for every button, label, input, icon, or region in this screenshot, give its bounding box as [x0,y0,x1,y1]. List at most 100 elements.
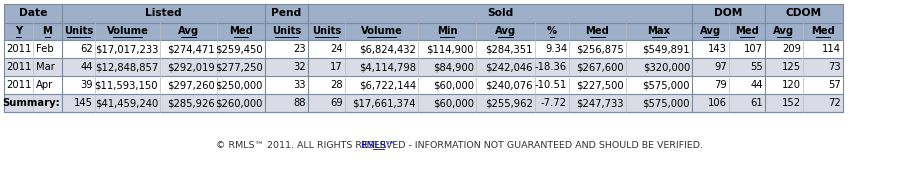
Bar [765,4,843,23]
Text: $60,000: $60,000 [433,80,474,90]
Text: 23: 23 [293,44,306,54]
Text: Med: Med [229,26,253,37]
Text: $320,000: $320,000 [642,62,690,72]
Text: $11,593,150: $11,593,150 [95,80,158,90]
Text: $267,600: $267,600 [576,62,624,72]
Bar [308,23,345,40]
Text: $549,891: $549,891 [642,44,690,54]
Text: Date: Date [18,8,47,19]
Text: Avg: Avg [700,26,721,37]
Bar [4,58,843,76]
Text: 145: 145 [74,98,93,108]
Bar [4,4,62,23]
Text: Units: Units [312,26,341,37]
Text: $284,351: $284,351 [485,44,533,54]
Text: $575,000: $575,000 [642,80,690,90]
Text: $256,875: $256,875 [576,44,624,54]
Text: $274,471: $274,471 [167,44,215,54]
Text: Summary:: Summary: [2,98,60,108]
Bar [160,23,217,40]
Bar [4,23,33,40]
Text: 61: 61 [750,98,763,108]
Text: 73: 73 [828,62,841,72]
Text: %: % [547,26,557,37]
Text: Med: Med [811,26,835,37]
Text: Y: Y [15,26,22,37]
Text: Units: Units [272,26,301,37]
Text: $240,076: $240,076 [485,80,533,90]
Bar [692,23,729,40]
Text: Volume: Volume [107,26,149,37]
Text: $6,722,144: $6,722,144 [359,80,416,90]
Text: $297,260: $297,260 [167,80,215,90]
Text: Pend: Pend [271,8,301,19]
Text: Feb: Feb [36,44,53,54]
Text: $6,824,432: $6,824,432 [359,44,416,54]
Text: $250,000: $250,000 [216,80,263,90]
Bar [308,4,692,23]
Text: 57: 57 [828,80,841,90]
Text: 9.34: 9.34 [545,44,567,54]
Bar [4,76,843,94]
Text: Max: Max [648,26,671,37]
Bar [345,23,418,40]
Text: $41,459,240: $41,459,240 [95,98,158,108]
Text: 69: 69 [330,98,343,108]
Text: $255,962: $255,962 [485,98,533,108]
Text: M: M [42,26,52,37]
Bar [95,23,160,40]
Text: -7.72: -7.72 [541,98,567,108]
Text: RMLS™: RMLS™ [360,141,396,150]
Bar [626,23,692,40]
Text: $4,114,798: $4,114,798 [359,62,416,72]
Bar [803,23,843,40]
Text: $60,000: $60,000 [433,98,474,108]
Text: $292,019: $292,019 [167,62,215,72]
Bar [265,4,308,23]
Text: DOM: DOM [714,8,743,19]
Text: 97: 97 [714,62,727,72]
Text: $227,500: $227,500 [576,80,624,90]
Text: $17,661,374: $17,661,374 [353,98,416,108]
Text: 17: 17 [330,62,343,72]
Text: 72: 72 [828,98,841,108]
Text: $575,000: $575,000 [642,98,690,108]
Bar [4,40,843,58]
Bar [729,23,765,40]
Text: 33: 33 [293,80,306,90]
Bar [217,23,265,40]
Text: $17,017,233: $17,017,233 [95,44,158,54]
Text: 2011: 2011 [6,62,31,72]
Bar [569,23,626,40]
Text: 44: 44 [751,80,763,90]
Text: Listed: Listed [145,8,182,19]
Text: 24: 24 [330,44,343,54]
Text: 106: 106 [708,98,727,108]
Text: $84,900: $84,900 [433,62,474,72]
Text: 88: 88 [293,98,306,108]
Bar [765,23,803,40]
Text: -18.36: -18.36 [535,62,567,72]
Text: Avg: Avg [774,26,795,37]
Text: Med: Med [585,26,609,37]
Text: Med: Med [735,26,759,37]
Text: 125: 125 [782,62,801,72]
Bar [33,23,62,40]
Text: $114,900: $114,900 [426,44,474,54]
Text: CDOM: CDOM [786,8,823,19]
Bar [535,23,569,40]
Text: 32: 32 [293,62,306,72]
Text: Avg: Avg [178,26,199,37]
Text: $247,733: $247,733 [576,98,624,108]
Text: 152: 152 [782,98,801,108]
Text: 39: 39 [80,80,93,90]
Bar [62,23,95,40]
Text: Units: Units [64,26,93,37]
Text: 79: 79 [714,80,727,90]
Text: $12,848,857: $12,848,857 [95,62,158,72]
Text: $277,250: $277,250 [215,62,263,72]
Text: 28: 28 [330,80,343,90]
Text: 143: 143 [709,44,727,54]
Text: 114: 114 [822,44,841,54]
Text: $285,926: $285,926 [167,98,215,108]
